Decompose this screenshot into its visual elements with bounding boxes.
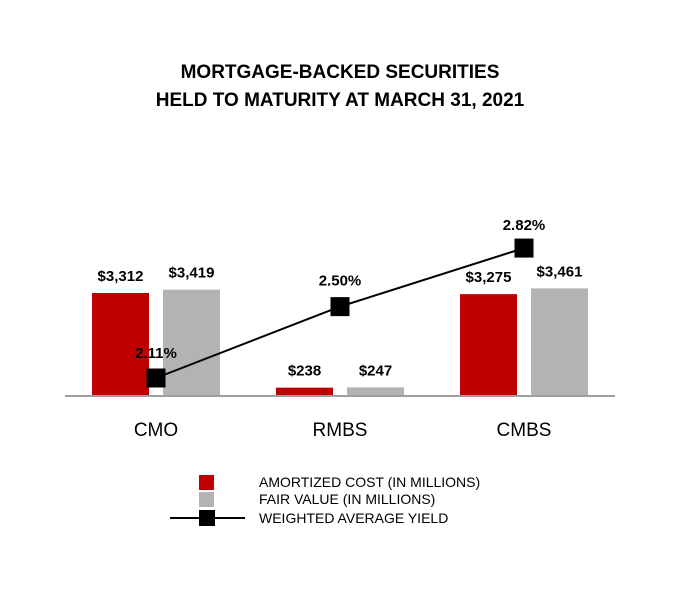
legend-amortized-cost-swatch — [199, 475, 214, 490]
legend-fair-value-label: FAIR VALUE (IN MILLIONS) — [259, 491, 435, 507]
data-label-cmo-amortized-cost: $3,312 — [98, 268, 144, 285]
legend-amortized-cost-label: AMORTIZED COST (IN MILLIONS) — [259, 474, 480, 490]
data-label-rmbs-amortized-cost: $238 — [288, 363, 321, 380]
data-label-cmbs-fair-value: $3,461 — [537, 263, 583, 280]
category-label-cmo: CMO — [134, 420, 178, 441]
legend-weighted-average-yield: WEIGHTED AVERAGE YIELD — [170, 510, 448, 526]
chart-title-line-1: MORTGAGE-BACKED SECURITIES — [180, 62, 500, 83]
yield-label-cmbs: 2.82% — [503, 217, 546, 234]
yield-label-cmo: 2.11% — [135, 345, 177, 362]
legend-fair-value-swatch — [199, 492, 214, 507]
legend-fair-value: FAIR VALUE (IN MILLIONS) — [199, 491, 435, 507]
chart-title-line-2: HELD TO MATURITY AT MARCH 31, 2021 — [155, 90, 525, 111]
bar-rmbs-amortized-cost — [276, 387, 333, 395]
legend-weighted-average-yield-marker — [199, 510, 215, 526]
yield-line-layer — [146, 238, 534, 388]
data-label-cmo-fair-value: $3,419 — [169, 265, 215, 282]
bar-rmbs-fair-value — [347, 387, 404, 395]
bar-cmo-fair-value — [163, 289, 220, 395]
data-label-rmbs-fair-value: $247 — [359, 362, 392, 379]
category-label-rmbs: RMBS — [313, 420, 368, 441]
bar-cmbs-amortized-cost — [460, 294, 517, 395]
yield-marker-cmbs — [514, 238, 534, 258]
category-label-cmbs: CMBS — [497, 420, 552, 441]
legend: AMORTIZED COST (IN MILLIONS)FAIR VALUE (… — [170, 474, 480, 526]
labels-layer: $3,312 $3,419 CMO $238 $247 RMBS $3,275 $3,461 C… — [98, 217, 583, 441]
data-label-cmbs-amortized-cost: $3,275 — [466, 269, 512, 286]
legend-weighted-average-yield-label: WEIGHTED AVERAGE YIELD — [259, 510, 448, 526]
bars-layer — [92, 288, 588, 395]
bar-cmo-amortized-cost — [92, 293, 149, 395]
yield-marker-rmbs — [330, 297, 350, 317]
legend-amortized-cost: AMORTIZED COST (IN MILLIONS) — [199, 474, 480, 490]
yield-label-rmbs: 2.50% — [319, 273, 362, 290]
yield-marker-cmo — [146, 368, 166, 388]
bar-cmbs-fair-value — [531, 288, 588, 395]
